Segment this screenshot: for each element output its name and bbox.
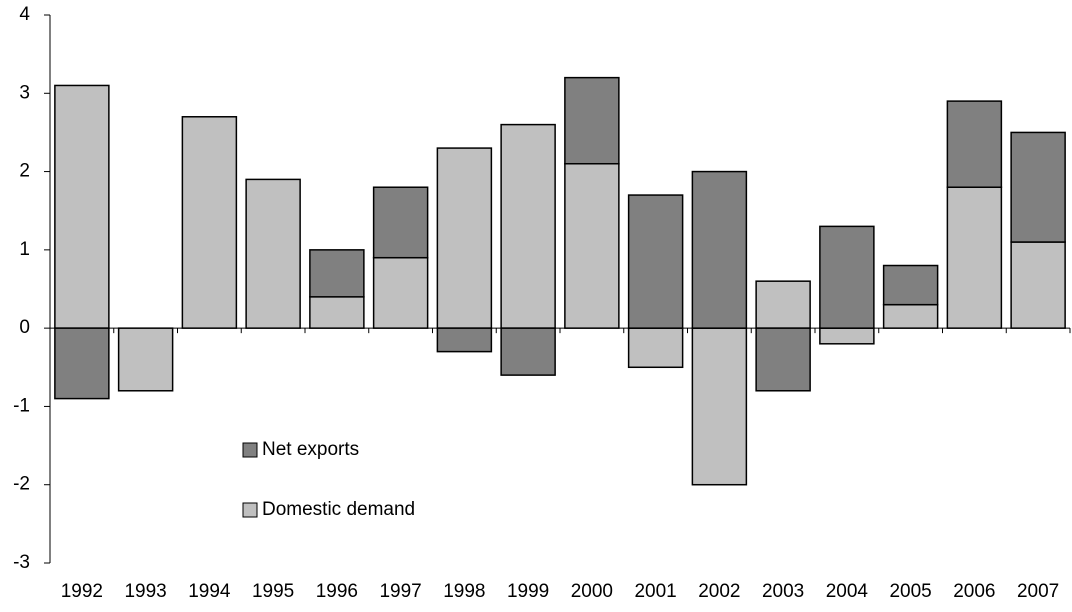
bar xyxy=(309,249,365,298)
x-tick-label: 1995 xyxy=(252,581,294,602)
bar xyxy=(500,327,556,376)
x-tick-label: 2001 xyxy=(634,581,676,602)
bar xyxy=(309,296,365,329)
x-tick-label: 2004 xyxy=(826,581,869,602)
bar xyxy=(181,116,238,329)
x-tick-label: 1997 xyxy=(379,581,421,602)
x-tick-label: 1999 xyxy=(507,581,549,602)
bar xyxy=(1010,131,1066,243)
x-tick-label: 2002 xyxy=(698,581,740,602)
bar xyxy=(882,303,939,329)
bar xyxy=(436,147,493,329)
x-tick-label: 1993 xyxy=(124,581,166,602)
legend-label: Domestic demand xyxy=(262,499,415,520)
x-tick-label: 2005 xyxy=(889,581,931,602)
bar xyxy=(946,100,1003,188)
bar xyxy=(54,84,110,329)
bar xyxy=(627,327,684,369)
bar xyxy=(627,194,684,329)
x-tick-label: 1994 xyxy=(188,581,231,602)
bar xyxy=(372,186,429,259)
bar xyxy=(54,327,110,400)
x-tick-label: 2006 xyxy=(953,581,995,602)
x-tick-label: 1996 xyxy=(316,581,358,602)
bar xyxy=(946,186,1003,329)
y-tick-label: 0 xyxy=(19,317,30,338)
bar xyxy=(691,170,748,329)
x-tick-label: 1998 xyxy=(443,581,485,602)
bar xyxy=(564,162,620,329)
bar xyxy=(882,264,939,306)
bar xyxy=(564,76,620,165)
x-tick-label: 2000 xyxy=(571,581,613,602)
y-tick-label: -3 xyxy=(13,552,30,573)
bar xyxy=(436,327,493,353)
legend-swatch xyxy=(242,502,258,518)
bar xyxy=(755,280,811,329)
bar xyxy=(372,256,429,329)
bar xyxy=(819,327,875,345)
bar xyxy=(500,123,556,329)
bar xyxy=(755,327,811,392)
y-tick-label: 2 xyxy=(19,161,30,182)
x-tick-label: 2007 xyxy=(1017,581,1059,602)
bar xyxy=(117,327,174,392)
bar xyxy=(245,178,301,329)
bar xyxy=(691,327,748,486)
x-tick-label: 1992 xyxy=(61,581,103,602)
y-tick-label: 4 xyxy=(19,4,30,25)
bar xyxy=(1010,241,1066,329)
legend-label: Net exports xyxy=(262,439,359,460)
y-tick-label: -1 xyxy=(13,395,30,416)
x-tick-label: 2003 xyxy=(762,581,804,602)
y-tick-label: 3 xyxy=(19,82,30,103)
bar xyxy=(819,225,875,329)
y-tick-label: 1 xyxy=(19,239,30,260)
legend-swatch xyxy=(242,442,258,458)
y-tick-label: -2 xyxy=(13,474,30,495)
